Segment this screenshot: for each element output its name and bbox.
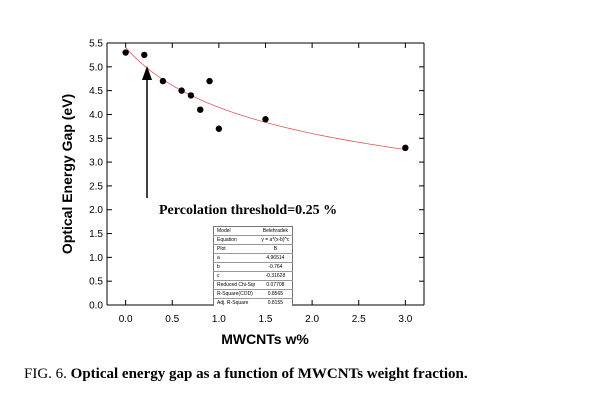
fit-table-row: R-Square(COD) 0.8565 <box>213 289 293 299</box>
fit-table-key: Plot <box>213 244 259 254</box>
figure-caption: FIG. 6. Optical energy gap as a function… <box>24 366 584 383</box>
y-tick-label: 4.0 <box>89 110 103 121</box>
y-axis-title: Optical Energy Gap (eV) <box>59 94 75 254</box>
energy-gap-chart: 0.0 0.5 1.0 1.5 2.0 2.5 3.0 3.5 4.0 4.5 5.0 5.5 0.0… <box>59 39 425 347</box>
fit-table-row: Adj. R-Square 0.8155 <box>213 298 293 306</box>
data-point <box>178 87 185 94</box>
fit-table-key: a <box>213 253 259 263</box>
x-tick-label: 0.0 <box>119 314 133 325</box>
fit-table-row: Reduced Chi-Sqr 0.07708 <box>213 280 293 290</box>
x-tick-label: 1.0 <box>212 314 226 325</box>
fit-table-row: Equation y = a*(x-b)^c <box>213 235 293 245</box>
fit-table-value: -0.764 <box>258 262 293 272</box>
x-tick-label: 3.0 <box>398 314 412 325</box>
data-point <box>197 106 204 113</box>
y-tick-label: 3.5 <box>89 134 103 145</box>
y-tick-label: 1.5 <box>89 229 103 240</box>
fit-table-value: 0.8565 <box>258 289 293 299</box>
x-tick-label: 0.5 <box>165 314 179 325</box>
fit-table-value: Belehradek <box>258 226 293 236</box>
x-tick-label: 1.5 <box>259 314 273 325</box>
y-ticks: 0.0 0.5 1.0 1.5 2.0 2.5 3.0 3.5 4.0 4.5 5.0 5.5 <box>89 39 424 312</box>
data-point <box>187 92 195 99</box>
data-points <box>122 49 409 151</box>
y-tick-label: 1.0 <box>89 253 103 264</box>
data-point <box>262 116 269 123</box>
data-point <box>122 49 129 56</box>
fit-table-key: Adj. R-Square <box>213 298 259 306</box>
fit-table-value: y = a*(x-b)^c <box>258 235 293 245</box>
data-point <box>402 144 409 151</box>
x-tick-label: 2.5 <box>352 314 366 325</box>
x-tick-label: 2.0 <box>305 314 319 325</box>
caption-prefix: FIG. 6. <box>24 366 67 382</box>
y-tick-label: 0.0 <box>89 301 103 312</box>
y-tick-label: 0.5 <box>89 277 103 288</box>
fit-table-row: b -0.764 <box>213 262 293 272</box>
fit-table-key: c <box>213 271 259 281</box>
data-point <box>159 77 167 85</box>
fit-table-value: 0.8155 <box>258 298 293 306</box>
fit-table-value: 0.07708 <box>258 280 293 290</box>
y-tick-label: 5.5 <box>89 39 103 50</box>
fit-table-value: 4.96514 <box>258 253 293 263</box>
fit-table-key: Equation <box>213 235 259 245</box>
data-point <box>215 125 223 132</box>
fit-table-key: Reduced Chi-Sqr <box>213 280 259 290</box>
y-tick-label: 5.0 <box>89 62 103 73</box>
fit-table-key: b <box>213 262 259 272</box>
y-tick-label: 4.5 <box>89 86 103 97</box>
data-point <box>141 51 148 59</box>
fit-table-row: c -0.31628 <box>213 271 293 281</box>
fit-table-value: -0.31628 <box>258 271 293 281</box>
caption-title: Optical energy gap as a function of MWCN… <box>70 366 468 382</box>
x-ticks: 0.0 0.5 1.0 1.5 2.0 2.5 3.0 <box>119 43 413 325</box>
fit-table-row: Plot B <box>213 244 293 254</box>
y-tick-label: 3.0 <box>89 158 103 169</box>
y-tick-label: 2.5 <box>89 181 103 192</box>
fit-table-key: R-Square(COD) <box>213 289 259 299</box>
fit-results-table: Model Belehradek Equation y = a*(x-b)^c Plot… <box>213 226 294 306</box>
fit-table-row: Model Belehradek <box>213 226 293 236</box>
percolation-annotation: Percolation threshold=0.25 % <box>159 203 337 218</box>
fit-table-value: B <box>258 244 293 254</box>
fit-curve <box>125 47 406 150</box>
data-point <box>206 77 213 85</box>
x-axis-title: MWCNTs w% <box>221 331 309 347</box>
percolation-arrow <box>142 66 152 198</box>
y-tick-label: 2.0 <box>89 205 103 216</box>
fit-table-row: a 4.96514 <box>213 253 293 263</box>
fit-table-key: Model <box>213 226 259 236</box>
